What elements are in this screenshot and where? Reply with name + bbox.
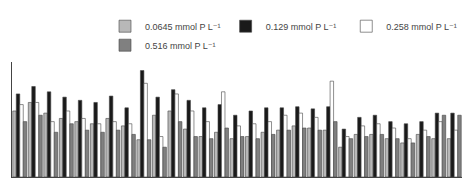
svg-text:0.129 mmol P L⁻¹: 0.129 mmol P L⁻¹ bbox=[266, 22, 337, 32]
svg-text:0.258 mmol P L⁻¹: 0.258 mmol P L⁻¹ bbox=[386, 22, 457, 32]
svg-text:0.0645 mmol P L⁻¹: 0.0645 mmol P L⁻¹ bbox=[145, 22, 221, 32]
svg-text:0.516 mmol P L⁻¹: 0.516 mmol P L⁻¹ bbox=[145, 41, 216, 51]
